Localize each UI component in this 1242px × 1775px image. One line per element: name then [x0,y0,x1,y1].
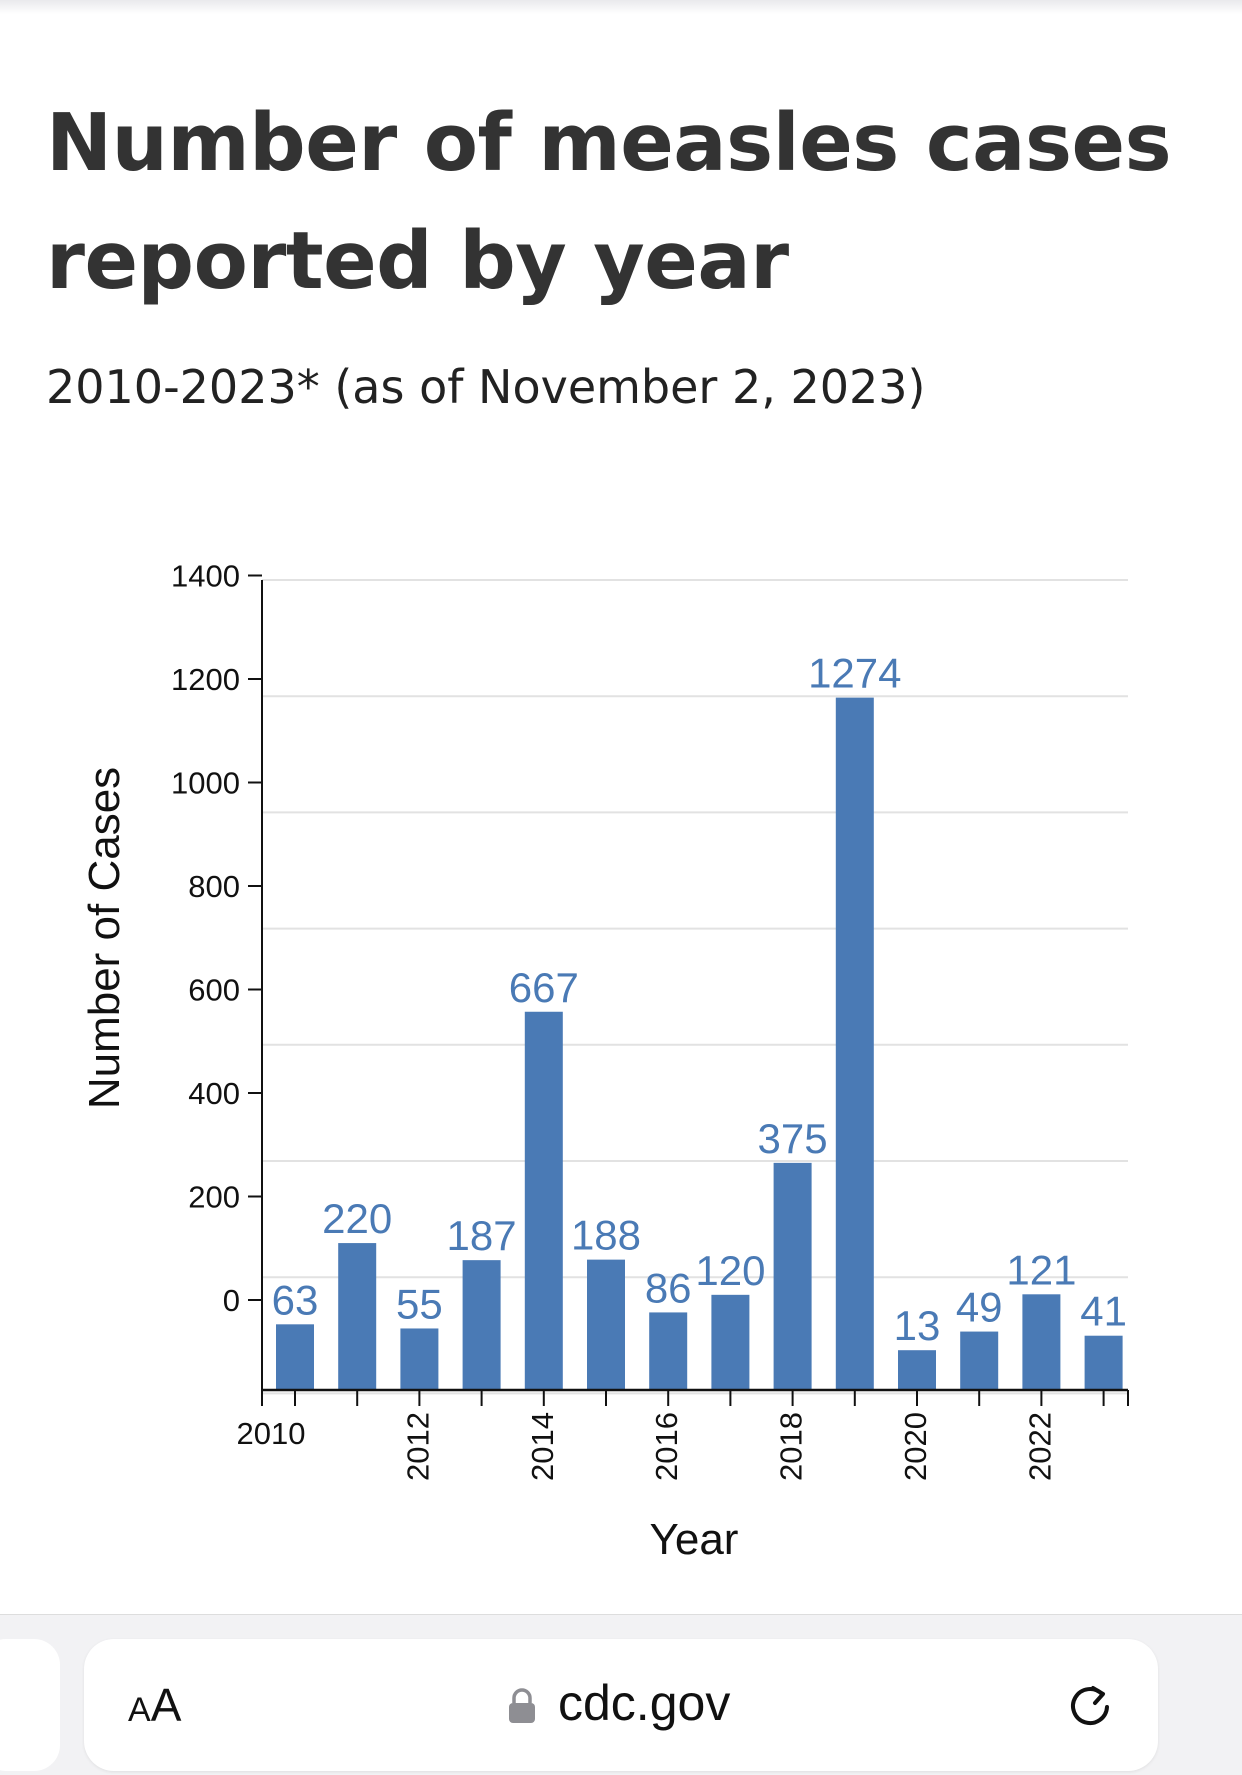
lock-icon [509,1688,535,1723]
text-size-large-label: A [150,1679,182,1731]
x-axis-title: Year [650,1515,739,1564]
bar-label: 1274 [808,650,901,697]
url-domain[interactable]: cdc.gov [558,1675,731,1731]
y-tick-label: 1200 [171,662,240,697]
bar [1084,1335,1123,1390]
bar [587,1259,625,1390]
y-tick-label: 1000 [171,766,240,801]
page-title: Number of measles cases reported by year [46,97,1172,307]
y-tick-label: 600 [188,973,240,1008]
bar-label: 86 [645,1264,692,1311]
bar [1022,1294,1061,1390]
y-tick-label: 1400 [171,559,240,594]
y-tick-label: 0 [223,1283,240,1318]
x-tick-label: 2018 [774,1412,809,1481]
bar [524,1011,563,1390]
toolbar-divider [0,1614,1242,1615]
x-tick-label: 2014 [525,1412,560,1481]
previous-tab-card[interactable] [0,1639,60,1771]
y-tick-label: 800 [188,869,240,904]
x-tick-label: 2012 [400,1412,435,1481]
bar-label: 55 [396,1280,443,1327]
status-strip [0,0,1242,14]
bar-label: 121 [1006,1246,1076,1293]
bar [276,1324,314,1390]
y-tick-label: 200 [188,1180,240,1215]
bar-label: 41 [1080,1288,1127,1335]
bars [276,697,1123,1390]
gridlines [262,579,1128,1395]
bar-label: 188 [571,1212,641,1259]
bar [400,1328,439,1390]
text-size-small-label: A [128,1691,151,1729]
bar-label: 375 [758,1115,828,1162]
bar [462,1260,501,1390]
bar-label: 667 [509,964,579,1011]
bar-label: 187 [447,1212,517,1259]
bar [898,1350,936,1390]
bar [711,1294,750,1390]
y-tick-label: 400 [188,1076,240,1111]
x-tick-label: 2020 [898,1412,933,1481]
bar-label: 63 [272,1276,319,1323]
bar [649,1312,688,1390]
x-tick-label: 2022 [1022,1412,1057,1481]
bar-label: 220 [322,1195,392,1242]
bar-label: 13 [894,1302,941,1349]
y-axis: 0 200 400 600 800 1000 1200 1400 [171,559,263,1390]
bar-label: 120 [695,1247,765,1294]
bar [773,1162,812,1390]
x-tick-label: 2010 [237,1416,306,1451]
bar [338,1243,377,1390]
x-axis: 2010 2012 2014 2016 2018 2020 2022 [237,1388,1129,1481]
bar [835,697,874,1390]
bar-label: 49 [956,1284,1003,1331]
x-tick-label: 2016 [649,1412,684,1481]
y-axis-title: Number of Cases [80,767,129,1109]
text-size-button[interactable]: AA [128,1678,181,1732]
reload-icon[interactable] [1066,1680,1114,1730]
bar [960,1331,999,1390]
address-bar[interactable] [84,1639,1158,1771]
page-subtitle: 2010-2023* (as of November 2, 2023) [46,360,926,414]
